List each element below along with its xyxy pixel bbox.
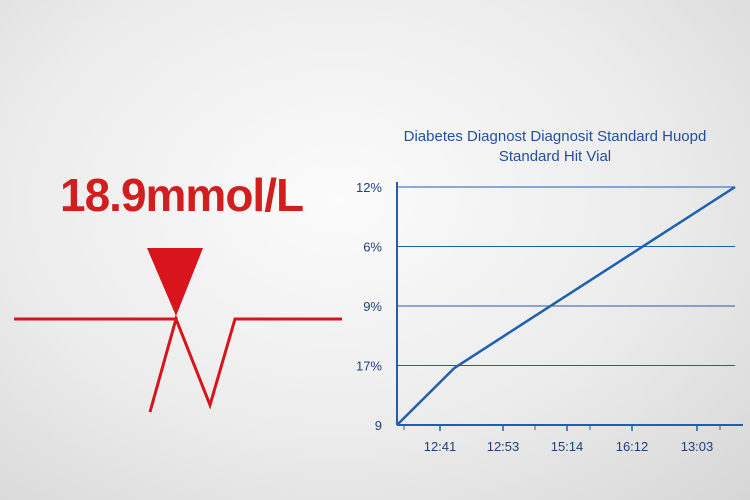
y-tick-label: 9 [375,418,382,433]
x-tick-labels: 12:41 12:53 15:14 16:12 13:03 [424,439,714,454]
y-tick-label: 6% [363,240,382,255]
y-tick-label: 17% [356,359,382,374]
chart-title: Diabetes Diagnost Diagnosit Standard Huo… [380,127,730,167]
y-tick-label: 9% [363,299,382,314]
x-tick-label: 16:12 [616,439,649,454]
grid [397,186,735,366]
glucose-reading: 18.9mmol/L [60,169,304,221]
chart-title-line1: Diabetes Diagnost Diagnosit Standard Huo… [403,128,707,145]
x-tick-label: 13:03 [681,439,714,454]
series [396,185,736,426]
series-line [396,185,736,426]
chart-title-line2: Standard Hit Vial [498,148,612,165]
y-tick-label: 12% [356,180,382,195]
x-tick-label: 15:14 [551,439,584,454]
warning-marker-icon [147,248,203,316]
ecg-waveform [14,314,342,413]
x-tick-label: 12:53 [487,439,520,454]
y-tick-labels: 12% 6% 9% 17% 9 [356,180,382,433]
axes [396,182,743,431]
x-tick-label: 12:41 [424,439,457,454]
